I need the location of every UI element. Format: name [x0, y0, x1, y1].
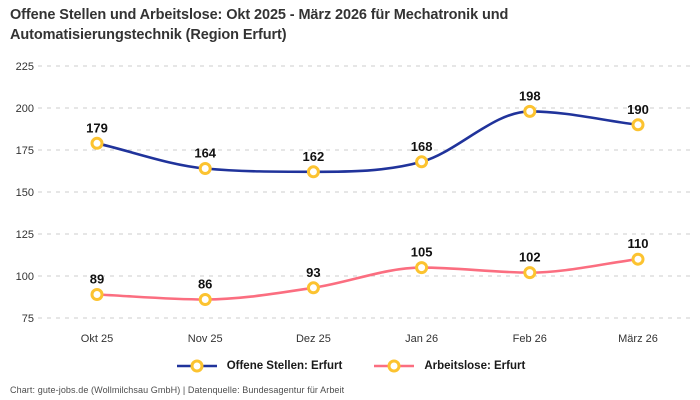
y-axis-tick-label: 100 [16, 271, 34, 283]
data-point-label: 162 [303, 149, 325, 164]
data-point-label: 190 [627, 102, 649, 117]
data-point-label: 93 [306, 265, 320, 280]
chart-title: Offene Stellen und Arbeitslose: Okt 2025… [10, 7, 509, 43]
data-point-label: 89 [90, 272, 104, 287]
x-axis-tick-label: Jan 26 [405, 333, 438, 345]
series-line [95, 110, 640, 174]
data-point-label: 105 [411, 245, 433, 260]
legend-label-offene-stellen: Offene Stellen: Erfurt [226, 360, 343, 372]
legend: Offene Stellen: Erfurt Arbeitslose: Erfu… [0, 357, 700, 375]
legend-line-marker-icon [176, 359, 217, 373]
x-axis-tick-label: Feb 26 [513, 333, 547, 345]
x-axis-tick-label: Dez 25 [296, 333, 331, 345]
x-axis-tick-label: Okt 25 [81, 333, 113, 345]
data-point-marker [198, 162, 212, 175]
data-point-marker [631, 252, 645, 266]
data-point-label: 164 [194, 146, 216, 161]
series-line [95, 257, 640, 301]
data-point-marker [306, 165, 320, 179]
data-point-marker [90, 288, 104, 301]
data-point-marker [198, 293, 212, 306]
y-axis-tick-label: 225 [16, 61, 34, 73]
y-axis-tick-label: 75 [22, 313, 34, 325]
data-point-marker [523, 266, 537, 280]
data-point-marker [415, 261, 429, 275]
data-point-marker [631, 118, 645, 132]
x-axis-tick-label: Nov 25 [188, 333, 223, 345]
legend-line-marker-icon [374, 359, 415, 373]
data-point-marker [306, 281, 320, 295]
y-axis-tick-label: 175 [16, 145, 34, 157]
y-axis-tick-label: 125 [16, 229, 34, 241]
legend-label-arbeitslose: Arbeitslose: Erfurt [424, 360, 526, 372]
data-point-marker [415, 155, 429, 169]
data-point-marker [523, 104, 537, 118]
y-axis-tick-label: 200 [16, 103, 34, 115]
legend-item-arbeitslose[interactable]: Arbeitslose: Erfurt [372, 359, 525, 373]
x-axis-tick-label: März 26 [618, 333, 658, 345]
data-point-label: 179 [86, 120, 108, 135]
data-point-label: 102 [519, 250, 541, 265]
legend-item-offene-stellen[interactable]: Offene Stellen: Erfurt [175, 359, 343, 373]
attribution-text: Chart: gute-jobs.de (Wollmilchsau GmbH) … [10, 385, 345, 395]
data-point-label: 198 [519, 88, 541, 103]
data-point-label: 110 [628, 236, 649, 251]
y-axis-tick-label: 150 [16, 187, 34, 199]
line-chart-plot-area: 75 100 125 150 175 200 225 Okt 25 Nov 25 Dez 25 Ja… [16, 61, 695, 345]
data-point-label: 86 [198, 277, 212, 292]
data-point-marker [90, 136, 104, 150]
data-point-label: 168 [411, 139, 433, 154]
